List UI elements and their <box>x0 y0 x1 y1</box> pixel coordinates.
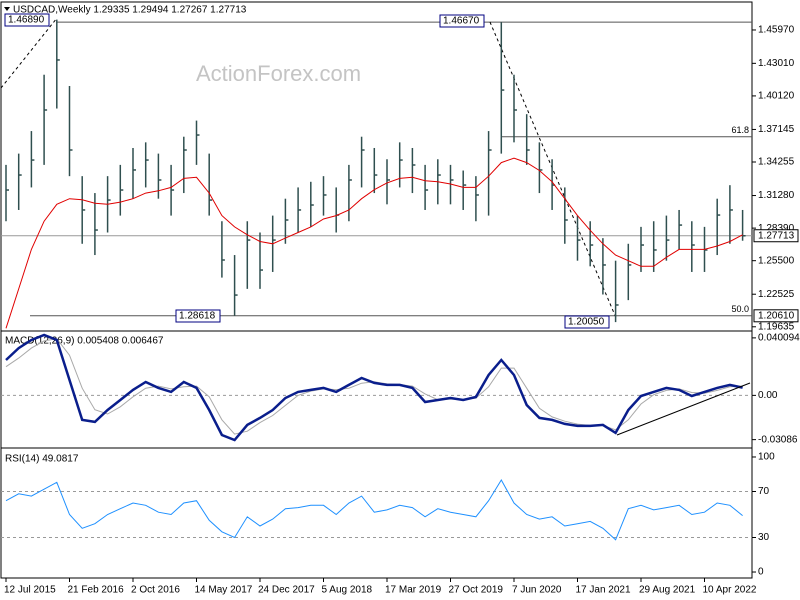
annotation-label: 1.20050 <box>568 317 605 328</box>
trend-line <box>616 382 751 436</box>
y-tick-label: 1.22525 <box>758 289 795 300</box>
frame <box>0 1 753 579</box>
moving-average <box>5 157 743 329</box>
x-tick-label: 2 Oct 2016 <box>131 585 180 596</box>
annotation-box <box>439 14 485 28</box>
last-price-label: 1.27713 <box>758 230 795 241</box>
y-tick-label: 100 <box>758 452 775 463</box>
y-tick-label: 1.34255 <box>758 157 795 168</box>
menu-arrow[interactable] <box>4 7 10 11</box>
header: USDCAD,Weekly 1.29335 1.29494 1.27267 1.… <box>13 5 247 16</box>
x-tick-label: 17 Jan 2021 <box>576 585 631 596</box>
x-tick-label: 12 Jul 2015 <box>4 585 56 596</box>
y-tick-label: 1.40120 <box>758 91 795 102</box>
x-tick-label: 24 Dec 2017 <box>258 585 315 596</box>
x-tick-label: 17 Mar 2019 <box>385 585 442 596</box>
y-tick-label: 1.25500 <box>758 255 795 266</box>
rsi-line <box>5 479 743 541</box>
y-tick-label: 1.45970 <box>758 25 795 36</box>
trend-line <box>489 21 618 321</box>
watermark: ActionForex.com <box>196 61 361 86</box>
y-tick-label: -0.03086 <box>758 434 798 445</box>
trend-line <box>0 17 58 89</box>
y-tick-label: 1.28390 <box>758 223 795 234</box>
annotation-box <box>564 315 610 329</box>
y-tick-label: 30 <box>758 532 770 543</box>
y-tick-label: 0.00 <box>758 390 778 401</box>
y-tick-label: 1.43010 <box>758 58 795 69</box>
x-tick-label: 21 Feb 2016 <box>68 585 125 596</box>
annotation-label: 1.46670 <box>443 16 480 27</box>
macd-title: MACD(12,26,9) 0.005408 0.006467 <box>5 336 164 347</box>
fib-label: 50.0 <box>731 304 749 314</box>
annotation-label: 1.28618 <box>179 311 216 322</box>
annotation-box <box>4 13 50 27</box>
macd-line <box>5 333 743 442</box>
x-tick-label: 10 Apr 2022 <box>703 585 757 596</box>
level-price-label: 1.20610 <box>758 310 795 321</box>
rsi-title: RSI(14) 49.0817 <box>5 454 79 465</box>
last-price-box <box>753 229 799 243</box>
macd-line <box>5 338 743 435</box>
x-tick-label: 27 Oct 2019 <box>449 585 504 596</box>
y-tick-label: 0 <box>758 567 764 578</box>
y-tick-label: 0.040094 <box>758 333 800 344</box>
y-tick-label: 1.31280 <box>758 190 795 201</box>
level-price-box <box>753 309 799 323</box>
y-tick-label: 1.37145 <box>758 124 795 135</box>
y-tick-label: 70 <box>758 486 770 497</box>
annotation-label: 1.46890 <box>8 15 45 26</box>
x-tick-label: 5 Aug 2018 <box>322 585 373 596</box>
fib-label: 61.8 <box>731 125 749 135</box>
x-tick-label: 7 Jun 2020 <box>512 585 562 596</box>
x-tick-label: 14 May 2017 <box>195 585 253 596</box>
y-tick-label: 1.19635 <box>758 321 795 332</box>
x-tick-label: 29 Aug 2021 <box>639 585 696 596</box>
annotation-box <box>175 309 221 323</box>
